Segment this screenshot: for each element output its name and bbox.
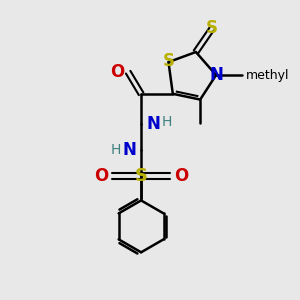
- Text: methyl: methyl: [245, 69, 289, 82]
- Text: O: O: [110, 63, 125, 81]
- Text: S: S: [163, 52, 175, 70]
- Text: H: H: [111, 143, 121, 157]
- Text: N: N: [122, 141, 136, 159]
- Text: N: N: [209, 66, 223, 84]
- Text: O: O: [174, 167, 188, 185]
- Text: N: N: [146, 115, 160, 133]
- Text: S: S: [206, 19, 218, 37]
- Text: H: H: [161, 115, 172, 129]
- Text: S: S: [135, 167, 148, 185]
- Text: O: O: [94, 167, 108, 185]
